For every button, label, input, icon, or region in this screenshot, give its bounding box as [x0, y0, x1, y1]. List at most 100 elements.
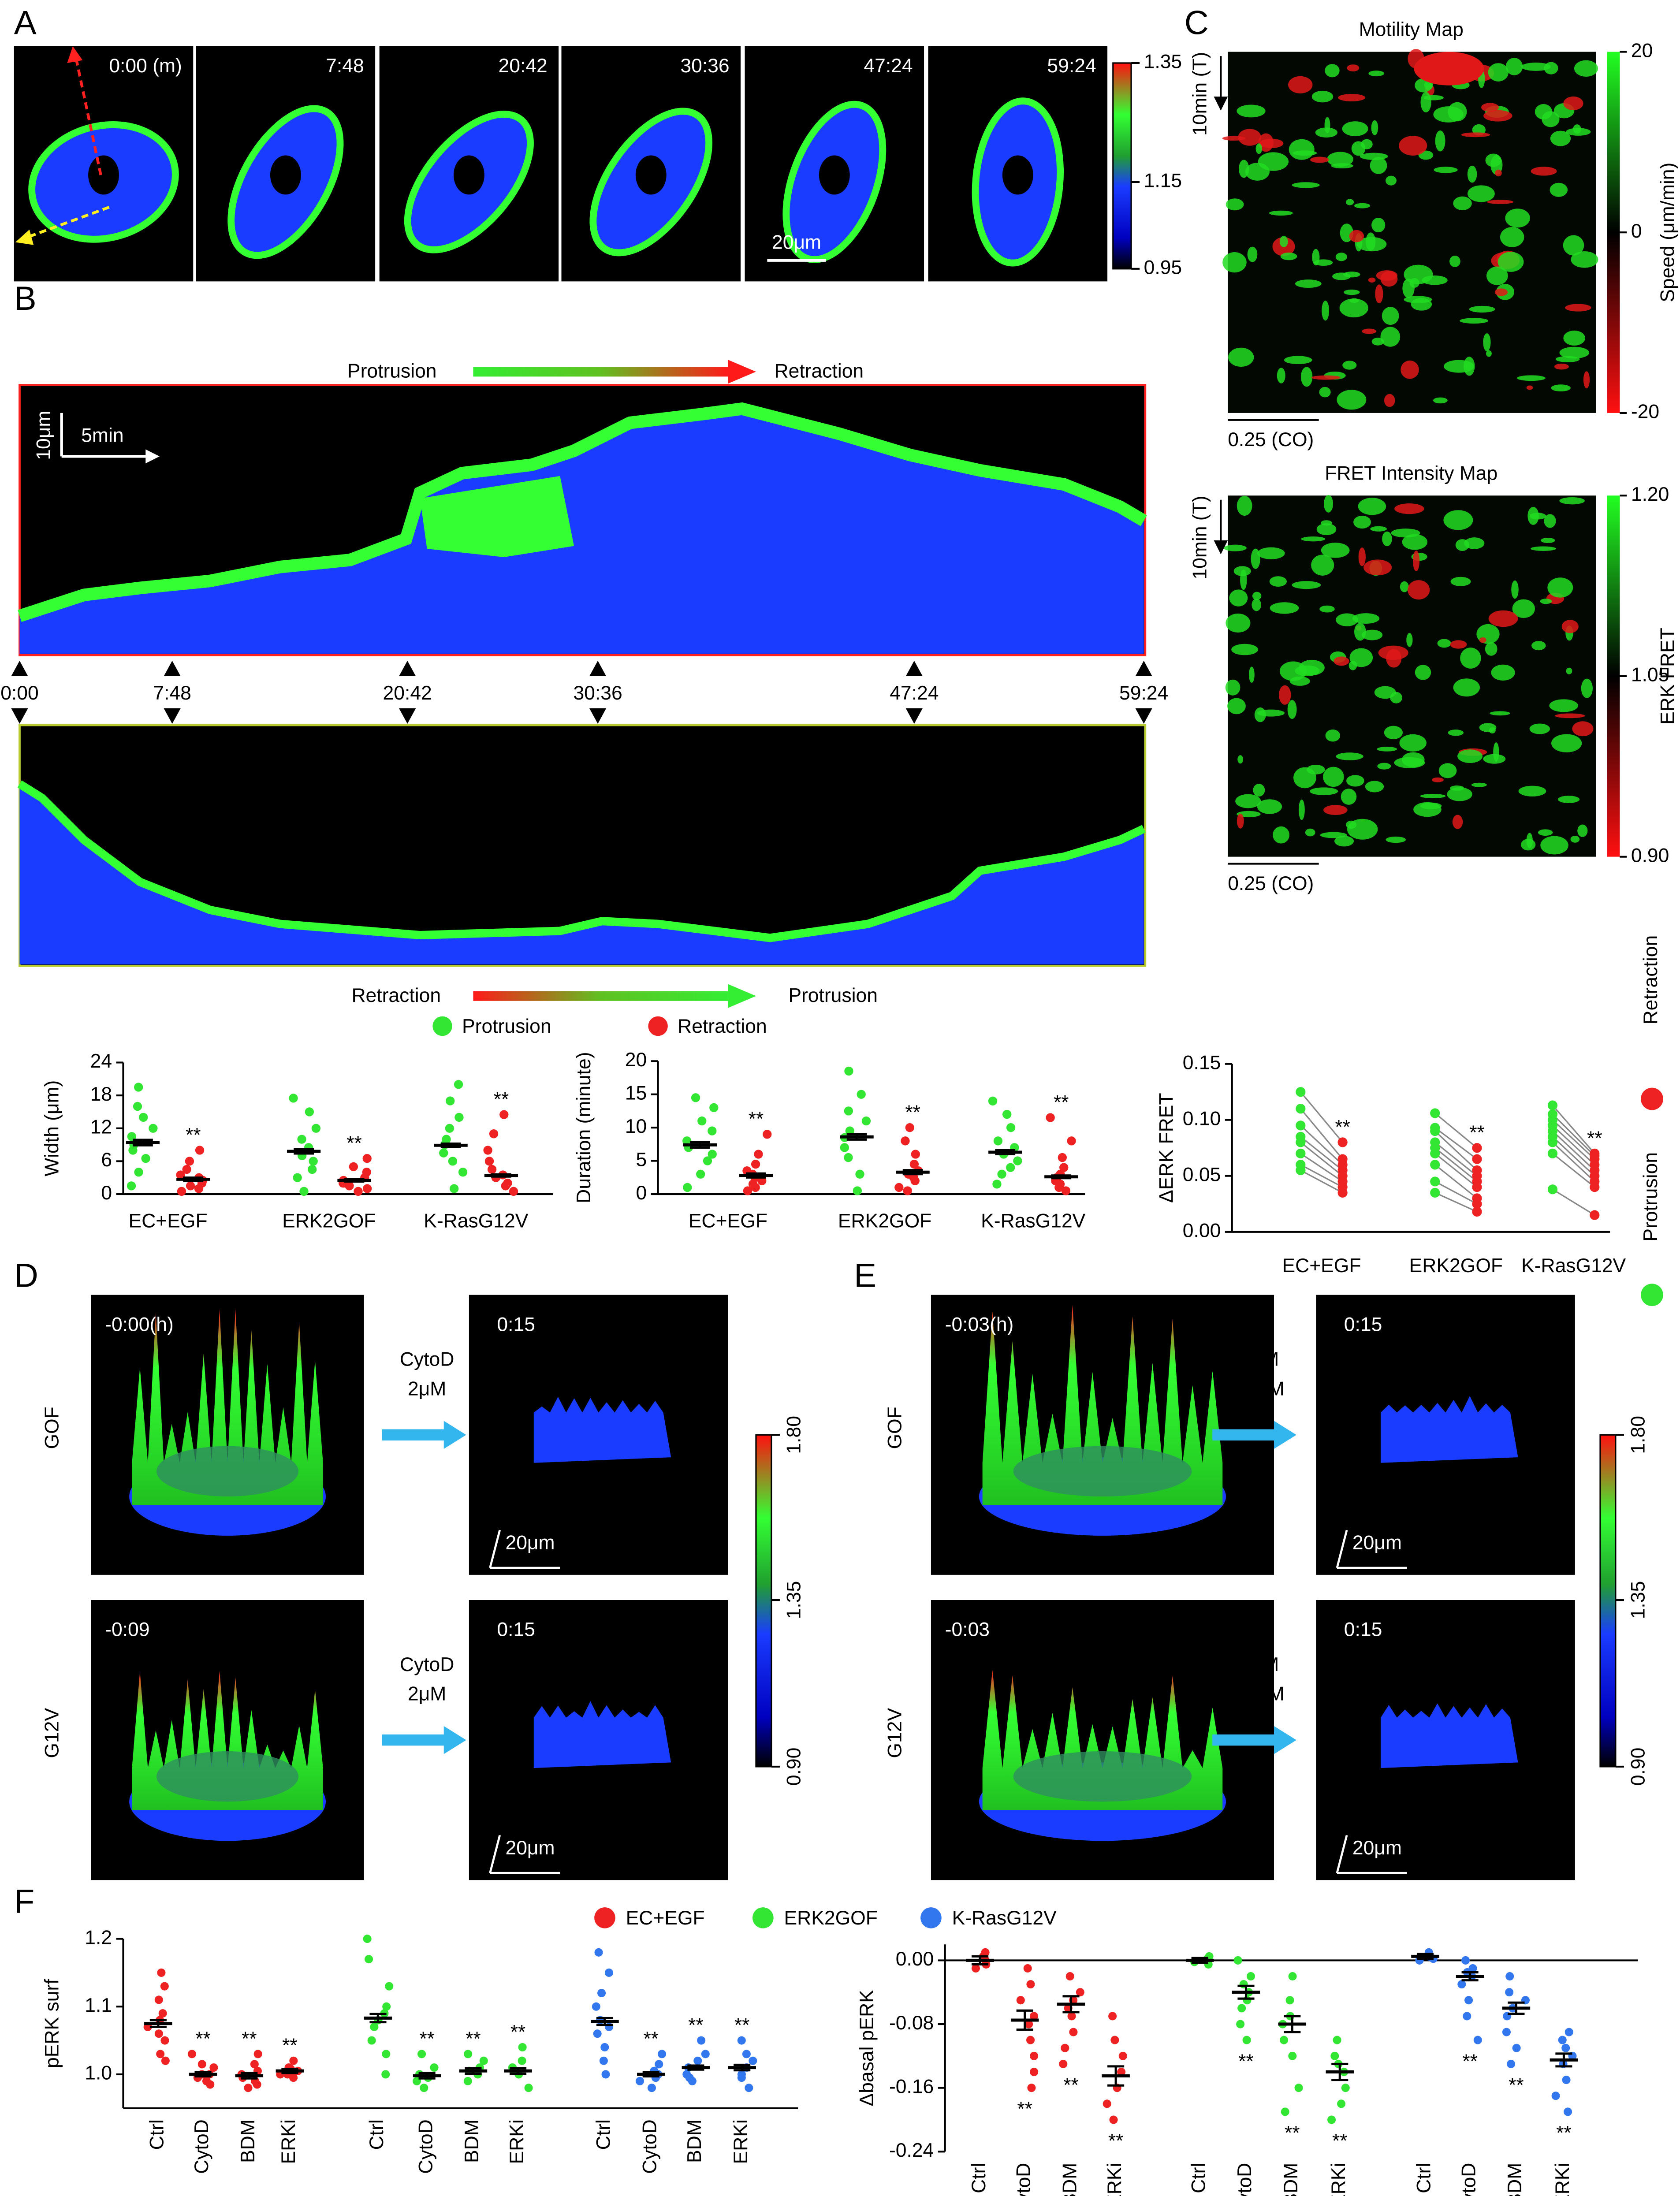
data-point [1067, 1136, 1076, 1146]
map-speckle [1370, 157, 1387, 174]
sem-bar [418, 2072, 436, 2080]
map-speckle [1222, 252, 1247, 273]
map-speckle [1277, 368, 1285, 383]
data-point [1233, 1956, 1242, 1965]
legend-label: EC+EGF [626, 1907, 705, 1929]
time-label: -0:03 [945, 1619, 990, 1641]
data-point [1461, 1956, 1470, 1965]
time-label: -0:00(h) [105, 1314, 174, 1335]
map-speckle [1334, 836, 1354, 847]
cell-interior [1013, 1446, 1192, 1497]
map-speckle [1452, 815, 1463, 829]
map-speckle [1229, 589, 1248, 607]
data-point [149, 1124, 158, 1133]
map-speckle [1500, 227, 1524, 247]
map-speckle [1273, 826, 1289, 844]
data-point [853, 1186, 862, 1195]
data-point [1590, 1182, 1600, 1192]
data-point [1505, 1972, 1514, 1981]
y-tick-label: 1.0 [85, 2062, 112, 2084]
y-tick-label: 12 [90, 1117, 112, 1138]
map-speckle [1401, 752, 1425, 767]
map-speckle [1527, 506, 1539, 525]
map-speckle [1239, 160, 1249, 178]
y-axis-label: Width (μm) [41, 1080, 63, 1176]
cell-flat [1381, 1396, 1518, 1463]
time-marker [164, 661, 181, 676]
pair-line [1552, 1136, 1595, 1176]
data-point [1463, 2012, 1471, 2021]
treatment-label: 2μM [408, 1378, 446, 1399]
map-speckle [1450, 640, 1467, 649]
y-tick-label: 0 [636, 1182, 647, 1204]
data-point [709, 1103, 719, 1113]
map-speckle [1531, 167, 1557, 176]
data-point [1243, 1996, 1252, 2005]
time-label: 20:42 [499, 55, 548, 77]
data-point [158, 2009, 167, 2018]
data-point [844, 1153, 853, 1162]
y-tick-label: 18 [90, 1083, 112, 1105]
map-speckle [1269, 576, 1287, 587]
data-point [293, 1173, 302, 1182]
treatment-label: BDM [1235, 1349, 1279, 1370]
data-point [363, 1935, 372, 1943]
data-point [1281, 2107, 1289, 2116]
map-speckle [1551, 734, 1582, 752]
y-tick-label: 1.2 [85, 1927, 112, 1948]
map-speckle [1512, 599, 1535, 618]
map-speckle [1481, 103, 1499, 112]
colorbar-label: 0.90 [1631, 845, 1669, 866]
data-point [1117, 2067, 1126, 2077]
map-speckle [1449, 255, 1460, 267]
map-speckle [1413, 550, 1420, 571]
map-speckle [1491, 664, 1515, 681]
y-tick-label: 0.15 [1183, 1052, 1221, 1073]
map-speckle [1325, 729, 1341, 742]
x-tick-label: ERK2GOF [282, 1210, 376, 1232]
sem-bar [465, 2067, 482, 2075]
map-speckle [1571, 251, 1598, 268]
data-point [1296, 1165, 1306, 1176]
significance: ** [282, 2035, 298, 2056]
panel-label: F [14, 1883, 35, 1920]
map-speckle [1279, 236, 1288, 247]
colorbar [755, 1434, 772, 1768]
map-speckle [1288, 76, 1313, 94]
data-point [840, 1143, 849, 1152]
data-point [997, 1169, 1006, 1179]
y-axis-label: pERK surf [41, 1979, 63, 2068]
y-tick-label: 10 [625, 1116, 647, 1137]
time-marker [11, 661, 28, 676]
time-marker [905, 708, 923, 724]
data-point [154, 1995, 163, 2004]
x-tick-label: ERKi [1552, 2163, 1573, 2196]
data-point [1109, 2115, 1118, 2124]
map-speckle [1227, 698, 1246, 715]
map-speckle [1420, 802, 1442, 810]
arrow-label: Retraction [351, 985, 441, 1006]
map-speckle [1467, 185, 1495, 202]
map-speckle [1450, 785, 1464, 791]
significance: ** [1469, 1122, 1485, 1143]
map-speckle [1531, 546, 1556, 551]
data-point [1430, 1126, 1440, 1136]
map-speckle [1550, 130, 1571, 146]
data-point [599, 2056, 608, 2065]
map-speckle [1279, 661, 1307, 681]
data-point [156, 2050, 165, 2058]
cell-interior [156, 1751, 299, 1802]
map-speckle [1551, 384, 1571, 392]
data-point [160, 2036, 169, 2045]
map-speckle [1570, 836, 1580, 843]
cell-flat [1381, 1703, 1518, 1768]
pair-line [1300, 1091, 1343, 1143]
sem-bar [1508, 2001, 1525, 2015]
data-point [1118, 2051, 1127, 2060]
legend-swatch [752, 1907, 774, 1928]
map-speckle [1323, 767, 1344, 787]
time-label: 10min (T) [1189, 52, 1211, 136]
map-speckle [1279, 685, 1291, 705]
map-speckle [1555, 713, 1585, 718]
